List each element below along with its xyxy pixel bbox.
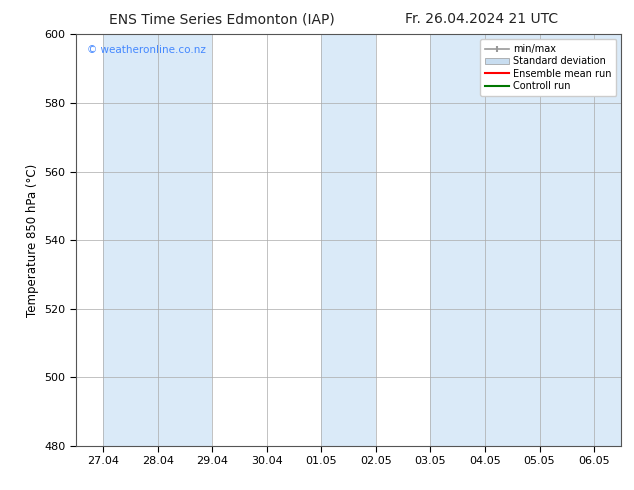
Y-axis label: Temperature 850 hPa (°C): Temperature 850 hPa (°C)	[26, 164, 39, 317]
Bar	[103, 34, 212, 446]
Bar	[321, 34, 376, 446]
Legend: min/max, Standard deviation, Ensemble mean run, Controll run: min/max, Standard deviation, Ensemble me…	[480, 39, 616, 96]
Text: ENS Time Series Edmonton (IAP): ENS Time Series Edmonton (IAP)	[109, 12, 335, 26]
Bar	[430, 34, 621, 446]
Text: © weatheronline.co.nz: © weatheronline.co.nz	[87, 45, 206, 54]
Text: Fr. 26.04.2024 21 UTC: Fr. 26.04.2024 21 UTC	[405, 12, 559, 26]
